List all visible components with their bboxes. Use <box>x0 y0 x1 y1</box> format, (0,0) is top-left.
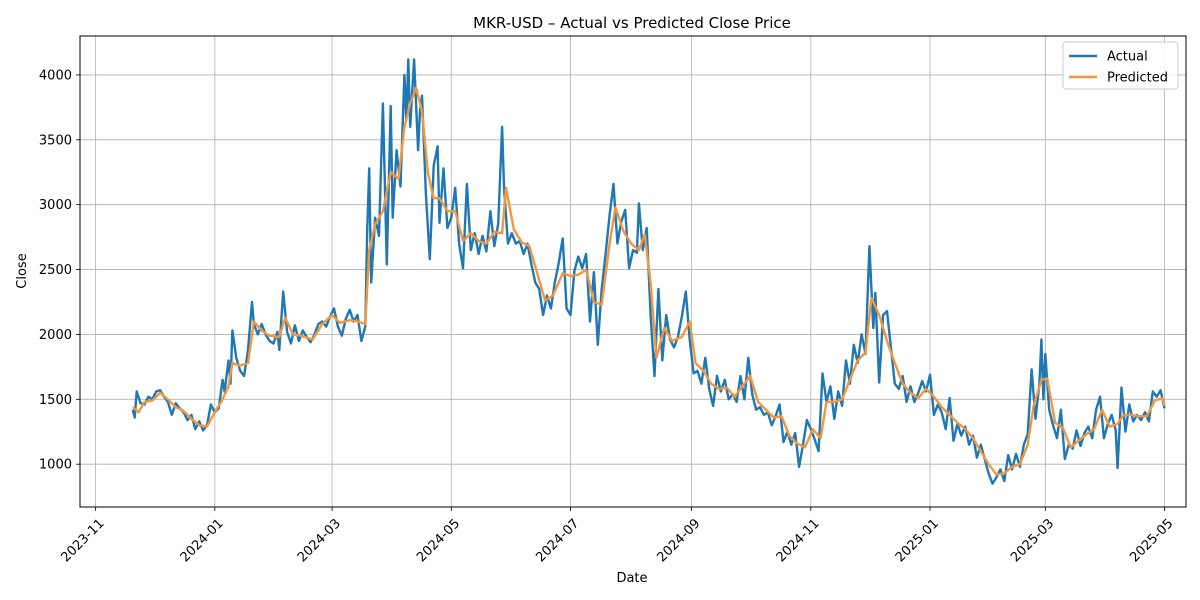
grid-lines <box>80 36 1186 507</box>
y-axis-label: Close <box>15 253 30 288</box>
legend-label-actual: Actual <box>1107 50 1148 65</box>
legend: Actual Predicted <box>1062 41 1179 90</box>
y-axis: 1000 1500 2000 2500 3000 3500 4000 <box>39 68 80 473</box>
plot-area-frame <box>79 35 1187 508</box>
y-tick-label: 3000 <box>39 198 72 213</box>
y-tick-label: 2500 <box>39 263 72 278</box>
y-tick-label: 1000 <box>39 458 72 473</box>
y-tick-label: 1500 <box>39 393 72 408</box>
series-line-actual <box>131 58 1166 485</box>
chart-title: MKR-USD – Actual vs Predicted Close Pric… <box>473 14 791 32</box>
series-layer <box>131 58 1166 485</box>
legend-label-predicted: Predicted <box>1107 71 1168 86</box>
series-line-predicted <box>131 86 1166 476</box>
y-tick-label: 2000 <box>39 328 72 343</box>
y-tick-label: 4000 <box>39 68 72 83</box>
x-axis-label: Date <box>616 571 647 586</box>
y-tick-label: 3500 <box>39 133 72 148</box>
